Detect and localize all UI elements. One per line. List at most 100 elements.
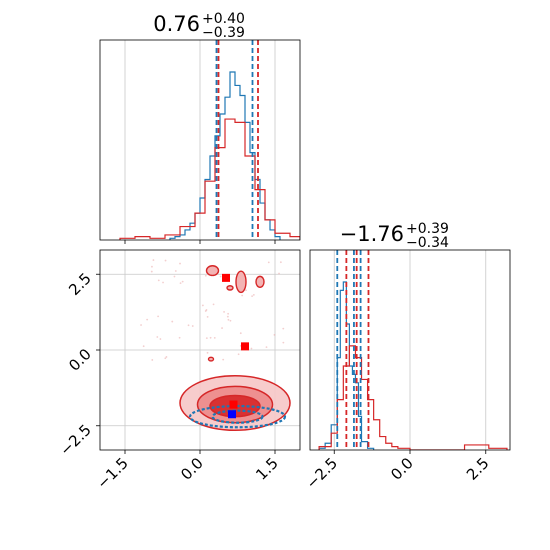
joint-scatter-point [267,261,270,264]
top-gridlines [124,40,276,244]
right-title-minus: −0.34 [406,235,449,251]
joint-scatter-point [206,351,209,354]
joint-scatter-point [142,345,145,348]
right-title-plus: +0.39 [406,221,449,237]
right-marginal-panel: −2.5 0.0 2.5 −1.76 +0.39 −0.34 [303,221,511,493]
top-red-histogram [119,118,300,240]
joint-scatter-point [205,337,208,340]
joint-y-tick-label: −2.5 [56,421,94,459]
top-title-plus: +0.40 [202,11,245,27]
joint-scatter-point [179,262,181,265]
joint-scatter-point [206,315,209,318]
joint-scatter-point [237,353,240,356]
right-x-tick-label: −2.5 [303,454,341,492]
joint-scatter-point [222,358,225,361]
joint-scatter-point [227,312,230,315]
joint-scatter-point [156,336,159,338]
joint-scatter-point [278,272,280,275]
joint-scatter-point [201,304,204,307]
joint-scatter-point [252,293,255,296]
joint-scatter-point [219,275,222,278]
right-title-value: −1.76 [340,222,404,246]
joint-x-tick-label: 1.5 [252,454,282,484]
joint-scatter-point [241,294,244,297]
joint-scatter-point [250,347,253,350]
joint-scatter-point [273,333,276,336]
joint-scatter-point [151,359,154,361]
right-x-tick-label: 0.0 [387,454,417,484]
joint-red-island-contour [207,356,215,362]
joint-scatter-point [150,270,153,273]
joint-scatter-point [173,275,176,278]
joint-scatter-point [204,310,207,312]
joint-y-ticks: 2.5 0.0 −2.5 [56,269,100,459]
right-x-ticks: −2.5 0.0 2.5 [303,450,493,493]
right-x-tick-label: 2.5 [463,454,493,484]
joint-red-island-contour [205,265,220,277]
joint-scatter-point [223,311,225,313]
joint-red-island-contour [226,285,234,291]
joint-scatter-point [265,346,268,349]
top-title-value: 0.76 [153,12,200,36]
top-panel-frame [99,39,301,241]
right-histograms [318,281,508,450]
joint-scatter-point [151,265,153,268]
joint-red-island-contour [255,275,265,288]
joint-red-island-contour [235,270,247,294]
joint-scatter-point [179,282,182,285]
joint-red-square-marker [222,273,230,282]
top-quantile-lines [215,40,259,240]
joint-x-tick-label: −1.5 [93,454,131,492]
joint-scatter-point [229,319,232,322]
joint-scatter-point [209,336,212,339]
top-title-minus: −0.39 [202,25,245,41]
joint-scatter-point [152,259,155,261]
joint-scatter-point [191,325,194,327]
joint-scatter-point [157,279,160,282]
top-blue-histogram [169,71,281,240]
joint-scatter-point [164,357,167,360]
joint-y-tick-label: 0.0 [65,345,95,375]
joint-markers [222,273,249,419]
joint-scatter-point [165,356,168,358]
joint-scatter-point [282,327,285,330]
joint-scatter-point [212,303,215,306]
joint-panel: −1.5 0.0 1.5 2.5 0.0 −2.5 [56,249,301,493]
joint-scatter-point [213,337,216,339]
right-quantile-lines [336,250,370,450]
top-marginal-panel: 0.76 +0.40 −0.39 [99,11,301,244]
joint-x-tick-label: 0.0 [177,454,207,484]
joint-scatter-point [221,327,223,329]
right-red-histogram [318,345,508,450]
joint-gridlines [100,250,300,450]
joint-x-ticks: −1.5 0.0 1.5 [93,450,282,493]
joint-blue-contour [211,409,264,424]
joint-scatter-point [279,261,282,264]
joint-scatter-point [140,324,142,326]
joint-scatter-point [146,318,149,321]
right-gridlines [333,250,487,450]
joint-scatter-point [187,324,190,327]
joint-red-square-marker [241,342,249,351]
joint-scatter-point [239,332,242,335]
joint-scatter-point [171,320,174,323]
joint-scatter-point [227,318,230,321]
joint-scatter-point [226,315,229,318]
joint-scatter-point [181,280,184,283]
joint-y-tick-label: 2.5 [65,269,95,299]
joint-scatter-points [140,259,285,361]
top-histograms [119,71,300,240]
joint-red-square-marker [229,400,238,409]
joint-scatter-point [251,295,254,298]
joint-scatter-point [178,336,181,339]
joint-scatter-point [174,270,177,272]
joint-scatter-point [159,338,162,340]
joint-scatter-point [245,289,247,292]
joint-blue-square-marker [228,410,236,419]
joint-scatter-point [204,274,207,277]
joint-scatter-point [164,259,167,262]
joint-scatter-point [162,281,164,284]
joint-scatter-point [282,341,285,344]
joint-scatter-point [157,315,160,318]
